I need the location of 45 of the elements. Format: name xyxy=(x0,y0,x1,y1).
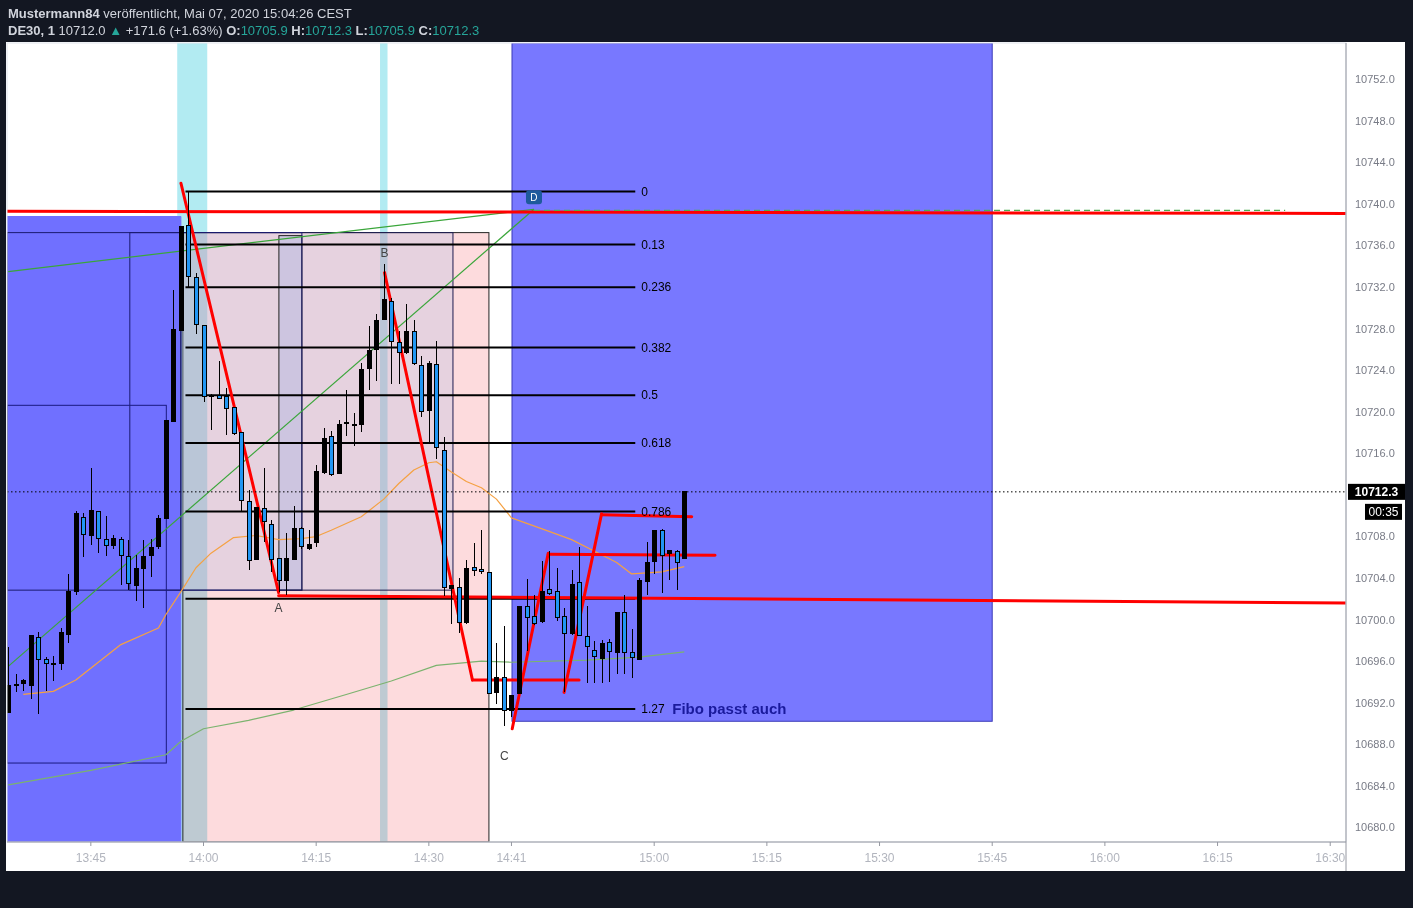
annotation: D xyxy=(530,191,538,203)
x-tick-label: 14:00 xyxy=(188,851,219,866)
y-tick-label: 10748.0 xyxy=(1355,114,1395,127)
y-tick-label: 10700.0 xyxy=(1355,613,1395,626)
x-tick-label: 15:15 xyxy=(751,851,783,866)
y-tick-label: 10708.0 xyxy=(1355,530,1395,543)
x-tick-label: 15:30 xyxy=(864,851,895,866)
y-tick-label: 10696.0 xyxy=(1355,655,1395,668)
x-tick-label: 14:41 xyxy=(496,851,527,866)
x-tick-label: 15:45 xyxy=(977,851,1008,866)
y-tick-label: 10704.0 xyxy=(1355,571,1395,584)
y-tick-label: 10728.0 xyxy=(1355,322,1395,335)
y-tick-label: 10684.0 xyxy=(1355,779,1395,792)
ref-line-label: 10712.3 xyxy=(1354,485,1399,500)
series-label: 0.13 xyxy=(641,237,665,252)
text: DE30, 1 10712.0 ▲ +171.6 (+1.63%) O:10705.9 H:10712.3 L:10705.9 C:10712.3 xyxy=(8,23,480,38)
annotation: C xyxy=(499,748,509,763)
y-tick-label: 10692.0 xyxy=(1355,696,1395,709)
y-tick-label: 10680.0 xyxy=(1355,821,1395,834)
y-tick-label: 10720.0 xyxy=(1355,405,1395,418)
y-tick-label: 10752.0 xyxy=(1355,73,1395,86)
series-label: 0.5 xyxy=(641,388,659,403)
series-label: 1.27 xyxy=(641,702,665,717)
annotation: A xyxy=(274,600,283,615)
x-tick-label: 16:00 xyxy=(1089,851,1121,866)
y-tick-label: 10716.0 xyxy=(1355,447,1395,460)
y-tick-label: 10732.0 xyxy=(1355,281,1395,294)
series-label: 0.382 xyxy=(641,340,672,355)
y-tick-label: 10724.0 xyxy=(1355,364,1395,377)
series-label: 0.618 xyxy=(641,436,672,451)
x-tick-label: 14:30 xyxy=(413,851,445,866)
y-tick-label: 10688.0 xyxy=(1355,738,1395,751)
x-tick-label: 13:45 xyxy=(75,851,107,866)
series-label: 0.236 xyxy=(641,280,672,295)
x-tick-label: 16:30 xyxy=(1315,851,1346,866)
x-tick-label: 15:00 xyxy=(639,851,670,866)
chart-title: Mustermann84 veröffentlicht, Mai 07, 2020 15:04:26 CEST xyxy=(8,6,352,21)
annotation: B xyxy=(380,245,389,260)
x-tick-label: 16:15 xyxy=(1202,851,1233,866)
y-tick-label: 10740.0 xyxy=(1355,197,1395,210)
x-tick-label: 14:15 xyxy=(301,851,332,866)
annotation: Fibo passt auch xyxy=(672,700,787,718)
y-tick-label: 10736.0 xyxy=(1355,239,1395,252)
series-label: 0 xyxy=(641,184,649,199)
y-tick-label: 10744.0 xyxy=(1355,156,1395,169)
